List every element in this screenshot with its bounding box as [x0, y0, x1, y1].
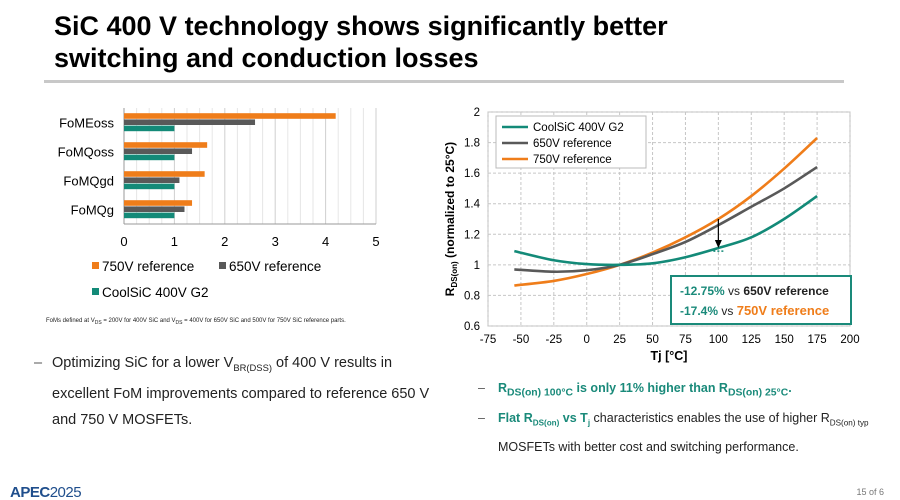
bullet-right-2: – Flat RDS(on) vs Tj characteristics ena…: [478, 406, 878, 460]
y-tick-label: 1.8: [464, 138, 480, 150]
bullet-right-1: – RDS(on) 100°C is only 11% higher than …: [478, 376, 878, 406]
bar-x-tick-label: 1: [171, 234, 178, 249]
callout-line-650: -12.75% vs 650V reference: [680, 281, 842, 301]
rdson-line-chart: -75 -50 -25 0 25 50 75 100 125 150 175 200 0.6 0.8 1 1.…: [443, 107, 860, 363]
series-line-2: [514, 137, 818, 287]
bar-legend-swatch: [219, 262, 226, 269]
y-tick-label: 0.6: [464, 321, 480, 333]
fom-footnote: FoMs defined at VDS = 200V for 400V SiC …: [46, 318, 346, 327]
bar-category-label: FoMQg: [71, 203, 114, 218]
x-tick-label: 125: [742, 334, 761, 346]
bar-legend-label: 750V reference: [102, 259, 194, 274]
title-line-2: switching and conduction losses: [54, 43, 479, 73]
slide-title: SiC 400 V technology shows significantly…: [54, 10, 844, 74]
bar-legend-swatch: [92, 262, 99, 269]
series-line-1: [514, 165, 818, 274]
bar-x-tick-label: 3: [272, 234, 279, 249]
bar-category-label: FoMQoss: [58, 145, 115, 160]
bar-x-tick-label: 5: [372, 234, 379, 249]
bullets-right: – RDS(on) 100°C is only 11% higher than …: [478, 376, 878, 459]
bar-FoMQgd-2: [124, 183, 175, 190]
logo-text: APEC: [10, 484, 50, 500]
x-tick-label: -75: [480, 334, 497, 346]
bar-FoMQg-1: [124, 206, 185, 212]
bullet-right-1-text: RDS(on) 100°C is only 11% higher than RD…: [498, 381, 792, 399]
bar-FoMQgd-0: [124, 171, 205, 177]
x-tick-label: 25: [613, 334, 626, 346]
bar-category-label: FoMQgd: [63, 174, 114, 189]
bar-FoMEoss-2: [124, 125, 175, 132]
y-tick-label: 1.6: [464, 168, 480, 180]
bar-FoMEoss-0: [124, 113, 336, 119]
x-tick-label: 200: [840, 334, 859, 346]
y-tick-label: 0.8: [464, 290, 480, 302]
line-legend-label: 650V reference: [533, 138, 612, 150]
bar-x-tick-label: 0: [120, 234, 127, 249]
dash-icon: –: [34, 355, 43, 371]
bar-FoMQoss-0: [124, 142, 208, 148]
bar-legend-swatch: [92, 288, 99, 295]
bar-x-tick-label: 2: [221, 234, 228, 249]
callout-value-650: -12.75%: [680, 284, 725, 298]
x-axis-label: Tj [°C]: [651, 349, 688, 363]
y-axis-label: RDS(on) (normalized to 25°C): [443, 142, 459, 296]
x-tick-label: 100: [709, 334, 728, 346]
callout-vs-2: vs: [721, 304, 734, 318]
y-tick-label: 1.4: [464, 199, 481, 211]
bullet-left-text: Optimizing SiC for a lower VBR(DSS) of 4…: [52, 355, 430, 428]
title-line-1: SiC 400 V technology shows significantly…: [54, 11, 668, 41]
reduction-callout: -12.75% vs 650V reference -17.4% vs 750V…: [670, 275, 852, 325]
x-tick-label: -25: [546, 334, 563, 346]
bar-FoMQoss-2: [124, 154, 175, 161]
bar-legend-label: CoolSiC 400V G2: [102, 285, 209, 300]
fom-bar-chart: FoMEoss FoMQoss FoMQgd FoMQg 0 1 2 3 4 5 750V re…: [58, 108, 380, 300]
x-tick-label: 50: [646, 334, 659, 346]
x-tick-label: -50: [513, 334, 530, 346]
x-tick-label: 175: [807, 334, 826, 346]
delta-arrowhead: [714, 239, 722, 249]
x-tick-label: 0: [584, 334, 590, 346]
y-tick-label: 1: [474, 260, 480, 272]
page-number: 15 of 6: [856, 487, 884, 497]
bar-FoMQg-2: [124, 212, 175, 219]
title-underline: [44, 80, 844, 83]
bar-FoMEoss-1: [124, 119, 256, 125]
series-line-0: [514, 195, 818, 267]
y-tick-label: 1.2: [464, 229, 480, 241]
bar-FoMQg-0: [124, 200, 193, 206]
bar-legend-label: 650V reference: [229, 259, 321, 274]
bar-FoMQgd-1: [124, 177, 180, 183]
apec-logo: APEC2025: [10, 484, 82, 500]
logo-year: 2025: [49, 484, 82, 500]
callout-ref-650: 650V reference: [743, 284, 829, 298]
dash-icon: –: [478, 410, 485, 425]
bar-FoMQoss-1: [124, 148, 193, 154]
bar-x-tick-label: 4: [322, 234, 329, 249]
callout-value-750: -17.4%: [680, 304, 719, 318]
dash-icon: –: [478, 381, 485, 395]
line-legend-label: CoolSiC 400V G2: [533, 122, 624, 134]
bar-category-label: FoMEoss: [59, 116, 114, 131]
callout-ref-750: 750V reference: [736, 303, 830, 318]
callout-line-750: -17.4% vs 750V reference: [680, 301, 842, 321]
callout-vs-1: vs: [728, 284, 741, 298]
x-tick-label: 75: [679, 334, 692, 346]
bullet-right-2-text: Flat RDS(on) vs Tj characteristics enabl…: [498, 410, 869, 455]
y-tick-label: 2: [474, 107, 480, 119]
x-tick-label: 150: [775, 334, 794, 346]
line-legend-label: 750V reference: [533, 154, 612, 166]
